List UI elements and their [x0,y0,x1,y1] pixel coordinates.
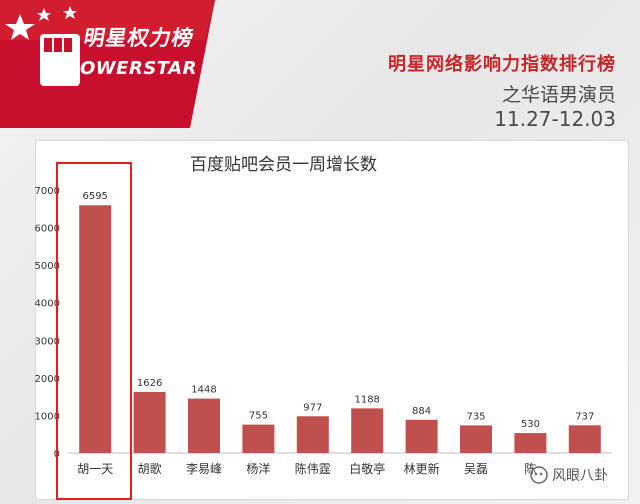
category-label: 陈伟霆 [295,461,331,476]
bar [296,416,329,453]
bar [133,391,166,453]
logo-background [0,0,215,128]
data-label: 977 [303,402,322,413]
data-label: 1188 [354,394,379,405]
category-label: 胡一天 [77,462,113,476]
y-tick-label: 1000 [35,411,60,422]
category-label: 胡歌 [138,461,162,476]
category-label: 陈 [524,461,536,476]
category-label: ㅤ [579,462,590,476]
bar [242,424,275,453]
category-label: 吴磊 [464,462,488,476]
y-tick-label: 4000 [35,299,60,310]
page-title: 明星网络影响力指数排行榜 [388,54,616,75]
bar [405,419,438,453]
star-icon [37,8,51,21]
category-label: 林更新 [404,461,440,476]
bar [188,398,220,453]
data-label: 884 [412,406,431,417]
y-tick-label: 3000 [35,336,60,347]
bar [514,433,547,453]
data-label: 735 [466,411,485,422]
watermark-text: 风眼八卦 [552,468,608,484]
y-tick-label: 6000 [35,224,60,235]
wechat-icon [530,466,548,484]
highlight-box [56,162,132,500]
page-subtitle: 之华语男演员 [501,84,616,106]
watermark: 风眼八卦 [530,465,608,485]
star-icon [63,6,77,19]
bar [460,425,492,453]
bar [351,408,384,453]
y-tick-label: 5000 [35,261,60,272]
powerstar-logo: 明星权力榜 OWERSTAR [0,0,215,128]
y-tick-label: 7000 [35,186,60,197]
data-label: 755 [249,411,268,422]
bar [568,425,601,453]
bar [79,205,112,453]
data-label: 737 [575,411,594,422]
data-label: 1448 [191,385,216,396]
chart-title: 百度贴吧会员一周增长数 [190,155,377,175]
data-label: 6595 [82,191,107,202]
category-label: 白敬亭 [349,461,385,476]
logo-english: OWERSTAR [80,58,197,79]
data-label: 530 [521,419,540,430]
date-range: 11.27-12.03 [494,107,616,131]
star-icon [5,14,35,40]
y-tick-label: 2000 [35,374,60,385]
category-label: 杨洋 [246,461,270,476]
category-label: 李易峰 [186,461,222,476]
data-label: 1626 [137,378,162,389]
